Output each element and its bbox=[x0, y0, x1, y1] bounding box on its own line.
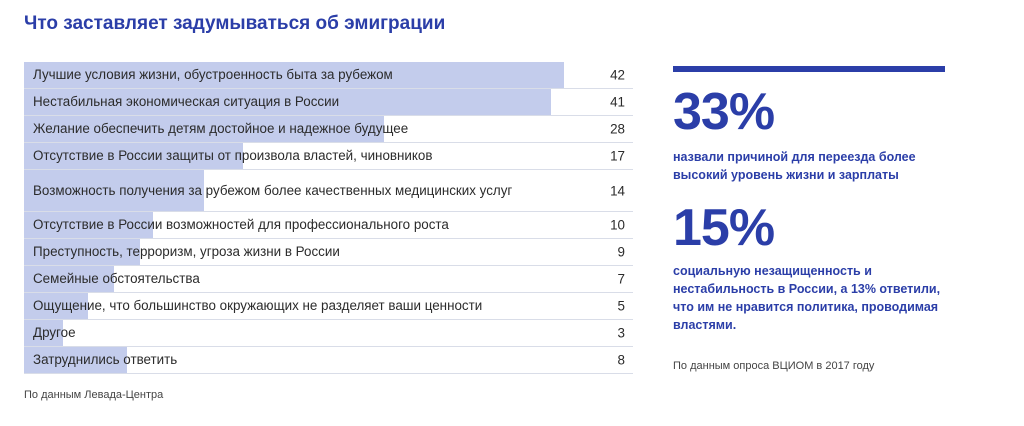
chart-row: Желание обеспечить детям достойное и над… bbox=[24, 116, 633, 143]
stats-source-note: По данным опроса ВЦИОМ в 2017 году bbox=[673, 360, 875, 372]
chart-row: Отсутствие в России защиты от произвола … bbox=[24, 143, 633, 170]
chart-row: Лучшие условия жизни, обустроенность быт… bbox=[24, 62, 633, 89]
chart-bar bbox=[24, 116, 384, 142]
bar-value: 41 bbox=[610, 94, 625, 110]
chart-bar bbox=[24, 320, 63, 346]
stat-value-secondary: 15% bbox=[673, 199, 775, 257]
bar-value: 10 bbox=[610, 217, 625, 233]
bar-label: Отсутствие в России возможностей для про… bbox=[33, 217, 449, 232]
chart-row: Нестабильная экономическая ситуация в Ро… bbox=[24, 89, 633, 116]
bar-value: 7 bbox=[617, 271, 625, 287]
bar-label: Затруднились ответить bbox=[33, 352, 178, 367]
bar-chart: Лучшие условия жизни, обустроенность быт… bbox=[24, 62, 633, 374]
bar-value: 17 bbox=[610, 148, 625, 164]
stat-value-primary: 33% bbox=[673, 83, 775, 141]
source-note: По данным Левада-Центра bbox=[24, 389, 164, 401]
stat-description-primary: назвали причиной для переезда более высо… bbox=[673, 150, 916, 182]
chart-row: Отсутствие в России возможностей для про… bbox=[24, 212, 633, 239]
chart-row: Ощущение, что большинство окружающих не … bbox=[24, 293, 633, 320]
chart-bar bbox=[24, 347, 127, 373]
chart-bar bbox=[24, 239, 140, 265]
bar-label: Возможность получения за рубежом более к… bbox=[33, 182, 513, 198]
bar-value: 8 bbox=[617, 352, 625, 368]
bar-label: Преступность, терроризм, угроза жизни в … bbox=[33, 244, 340, 259]
stat-description-secondary: социальную незащищенность и нестабильнос… bbox=[673, 264, 941, 332]
chart-bar bbox=[24, 212, 153, 238]
chart-row: Возможность получения за рубежом более к… bbox=[24, 170, 633, 212]
chart-row: Другое 3 bbox=[24, 320, 633, 347]
chart-row: Преступность, терроризм, угроза жизни в … bbox=[24, 239, 633, 266]
bar-label: Отсутствие в России защиты от произвола … bbox=[33, 148, 433, 163]
bar-label: Лучшие условия жизни, обустроенность быт… bbox=[33, 67, 393, 82]
chart-bar bbox=[24, 293, 89, 319]
chart-row: Затруднились ответить 8 bbox=[24, 347, 633, 374]
bar-label: Желание обеспечить детям достойное и над… bbox=[33, 121, 409, 136]
bar-label: Семейные обстоятельства bbox=[33, 271, 200, 286]
bar-value: 28 bbox=[610, 121, 625, 137]
bar-value: 5 bbox=[617, 298, 625, 314]
bar-value: 3 bbox=[617, 325, 625, 341]
chart-title: Что заставляет задумываться об эмиграции bbox=[24, 13, 446, 34]
bar-label: Ощущение, что большинство окружающих не … bbox=[33, 298, 483, 313]
chart-bar bbox=[24, 89, 552, 115]
chart-bar bbox=[24, 266, 114, 292]
bar-value: 42 bbox=[610, 67, 625, 83]
chart-bar bbox=[24, 143, 243, 169]
bar-value: 14 bbox=[610, 183, 625, 198]
bar-label: Нестабильная экономическая ситуация в Ро… bbox=[33, 94, 340, 109]
bar-value: 9 bbox=[617, 244, 625, 260]
chart-bar bbox=[24, 170, 204, 211]
chart-bar bbox=[24, 62, 564, 88]
accent-line bbox=[673, 66, 945, 72]
bar-label: Другое bbox=[33, 325, 76, 340]
chart-row: Семейные обстоятельства 7 bbox=[24, 266, 633, 293]
